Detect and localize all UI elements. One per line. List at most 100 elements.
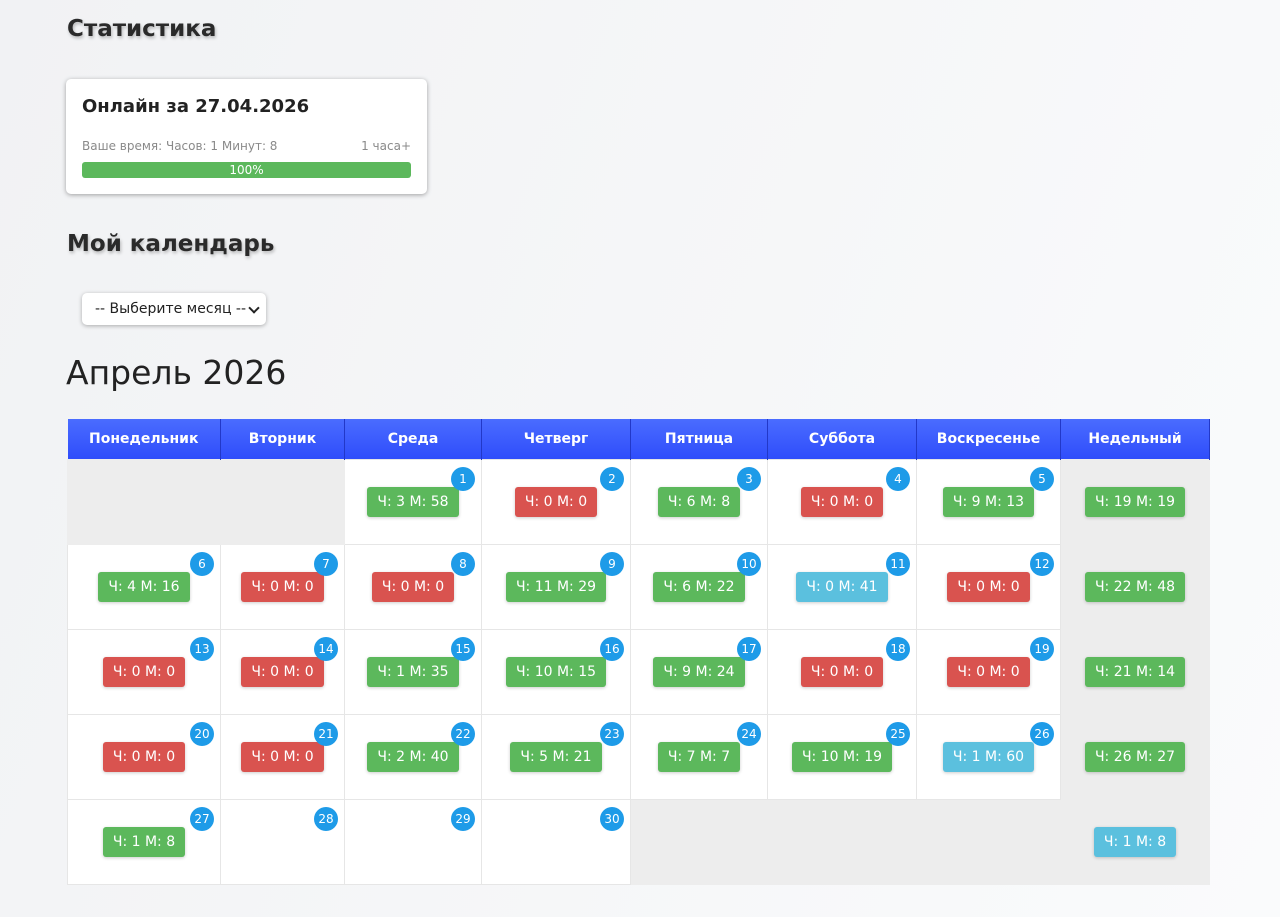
week-row: 1 Ч: 3 М: 58 2 Ч: 0 М: 0 3 Ч: 6 М: 8 4 Ч: 0 М: …	[67, 459, 1210, 545]
time-badge: Ч: 0 М: 0	[102, 742, 186, 772]
day-cell: 24 Ч: 7 М: 7	[630, 714, 768, 800]
online-card: Онлайн за 27.04.2026 Ваше время: Часов: …	[66, 79, 427, 194]
day-number: 15	[451, 637, 475, 661]
day-number: 22	[451, 722, 475, 746]
time-badge: Ч: 2 М: 40	[367, 742, 459, 772]
day-number: 29	[451, 807, 475, 831]
day-cell: 29	[344, 799, 482, 885]
time-badge: Ч: 0 М: 0	[102, 657, 186, 687]
day-cell: 13 Ч: 0 М: 0	[67, 629, 221, 715]
day-number: 14	[314, 637, 338, 661]
time-badge: Ч: 9 М: 13	[942, 487, 1035, 517]
day-cell: 8 Ч: 0 М: 0	[344, 544, 482, 630]
calendar-table: Понедельник Вторник Среда Четверг Пятница Суб…	[67, 419, 1210, 885]
progress-fill: 100%	[82, 162, 411, 178]
day-cell: 28	[220, 799, 345, 885]
week-row: 13 Ч: 0 М: 0 14 Ч: 0 М: 0 15 Ч: 1 М: 35 16 Ч: 1…	[67, 629, 1210, 715]
time-badge: Ч: 0 М: 0	[241, 742, 324, 772]
column-header: Недельный	[1060, 419, 1210, 460]
day-number: 8	[451, 552, 475, 576]
day-cell: 9 Ч: 11 М: 29	[481, 544, 631, 630]
day-cell: 7 Ч: 0 М: 0	[220, 544, 345, 630]
weekly-cell: Ч: 26 М: 27	[1060, 714, 1210, 800]
day-number: 7	[314, 552, 338, 576]
day-cell: 17 Ч: 9 М: 24	[630, 629, 768, 715]
day-cell: 4 Ч: 0 М: 0	[767, 459, 917, 545]
day-cell: 12 Ч: 0 М: 0	[916, 544, 1061, 630]
day-cell: 5 Ч: 9 М: 13	[916, 459, 1061, 545]
day-cell: 21 Ч: 0 М: 0	[220, 714, 345, 800]
day-number: 24	[737, 722, 761, 746]
weekly-cell: Ч: 1 М: 8	[1060, 799, 1210, 885]
time-badge: Ч: 0 М: 0	[800, 657, 884, 687]
calendar-title: Мой календарь	[67, 231, 275, 257]
month-select[interactable]: -- Выберите месяц --	[82, 293, 266, 325]
card-title: Онлайн за 27.04.2026	[82, 96, 310, 117]
progress-label: 100%	[229, 163, 264, 177]
progress-bar: 100%	[82, 162, 411, 178]
day-cell: 2 Ч: 0 М: 0	[481, 459, 631, 545]
day-number: 23	[600, 722, 624, 746]
empty-cell	[767, 799, 917, 885]
week-row: 6 Ч: 4 М: 16 7 Ч: 0 М: 0 8 Ч: 0 М: 0 9 Ч: 11 М:…	[67, 544, 1210, 630]
day-number: 9	[600, 552, 624, 576]
day-number: 28	[314, 807, 338, 831]
time-badge: Ч: 0 М: 0	[241, 572, 324, 602]
empty-cell	[220, 459, 345, 545]
time-badge: Ч: 0 М: 41	[796, 572, 888, 602]
day-cell: 14 Ч: 0 М: 0	[220, 629, 345, 715]
day-number: 5	[1030, 467, 1054, 491]
time-badge: Ч: 1 М: 60	[942, 742, 1035, 772]
day-number: 10	[737, 552, 761, 576]
day-cell: 10 Ч: 6 М: 22	[630, 544, 768, 630]
day-cell: 27 Ч: 1 М: 8	[67, 799, 221, 885]
time-badge: Ч: 10 М: 15	[505, 657, 607, 687]
day-number: 4	[886, 467, 910, 491]
day-cell: 15 Ч: 1 М: 35	[344, 629, 482, 715]
time-badge: Ч: 9 М: 24	[653, 657, 745, 687]
column-header: Четверг	[481, 419, 631, 460]
time-badge: Ч: 11 М: 29	[505, 572, 607, 602]
page-title: Статистика	[67, 16, 217, 42]
time-badge: Ч: 22 М: 48	[1084, 572, 1186, 602]
time-badge: Ч: 1 М: 8	[1093, 827, 1177, 857]
day-cell: 3 Ч: 6 М: 8	[630, 459, 768, 545]
day-cell: 1 Ч: 3 М: 58	[344, 459, 482, 545]
day-number: 21	[314, 722, 338, 746]
month-title: Апрель 2026	[66, 353, 287, 392]
day-cell: 22 Ч: 2 М: 40	[344, 714, 482, 800]
day-number: 12	[1030, 552, 1054, 576]
column-header: Пятница	[630, 419, 768, 460]
day-cell: 25 Ч: 10 М: 19	[767, 714, 917, 800]
column-header: Суббота	[767, 419, 917, 460]
day-number: 11	[886, 552, 910, 576]
day-number: 19	[1030, 637, 1054, 661]
day-number: 17	[737, 637, 761, 661]
day-number: 25	[886, 722, 910, 746]
day-number: 1	[451, 467, 475, 491]
your-time: Ваше время: Часов: 1 Минут: 8	[82, 139, 278, 153]
day-number: 18	[886, 637, 910, 661]
day-cell: 19 Ч: 0 М: 0	[916, 629, 1061, 715]
day-cell: 30	[481, 799, 631, 885]
day-number: 27	[190, 807, 214, 831]
time-badge: Ч: 1 М: 8	[102, 827, 186, 857]
day-cell: 11 Ч: 0 М: 41	[767, 544, 917, 630]
time-badge: Ч: 0 М: 0	[800, 487, 884, 517]
target: 1 часа+	[361, 139, 411, 153]
day-number: 26	[1030, 722, 1054, 746]
day-number: 6	[190, 552, 214, 576]
day-number: 13	[190, 637, 214, 661]
time-badge: Ч: 0 М: 0	[371, 572, 455, 602]
weekly-cell: Ч: 22 М: 48	[1060, 544, 1210, 630]
empty-cell	[67, 459, 221, 545]
time-badge: Ч: 3 М: 58	[367, 487, 459, 517]
day-number: 16	[600, 637, 624, 661]
week-row: 20 Ч: 0 М: 0 21 Ч: 0 М: 0 22 Ч: 2 М: 40 23 Ч: 5…	[67, 714, 1210, 800]
time-badge: Ч: 10 М: 19	[791, 742, 893, 772]
time-badge: Ч: 26 М: 27	[1084, 742, 1186, 772]
day-number: 3	[737, 467, 761, 491]
day-cell: 23 Ч: 5 М: 21	[481, 714, 631, 800]
day-cell: 6 Ч: 4 М: 16	[67, 544, 221, 630]
time-badge: Ч: 5 М: 21	[510, 742, 602, 772]
